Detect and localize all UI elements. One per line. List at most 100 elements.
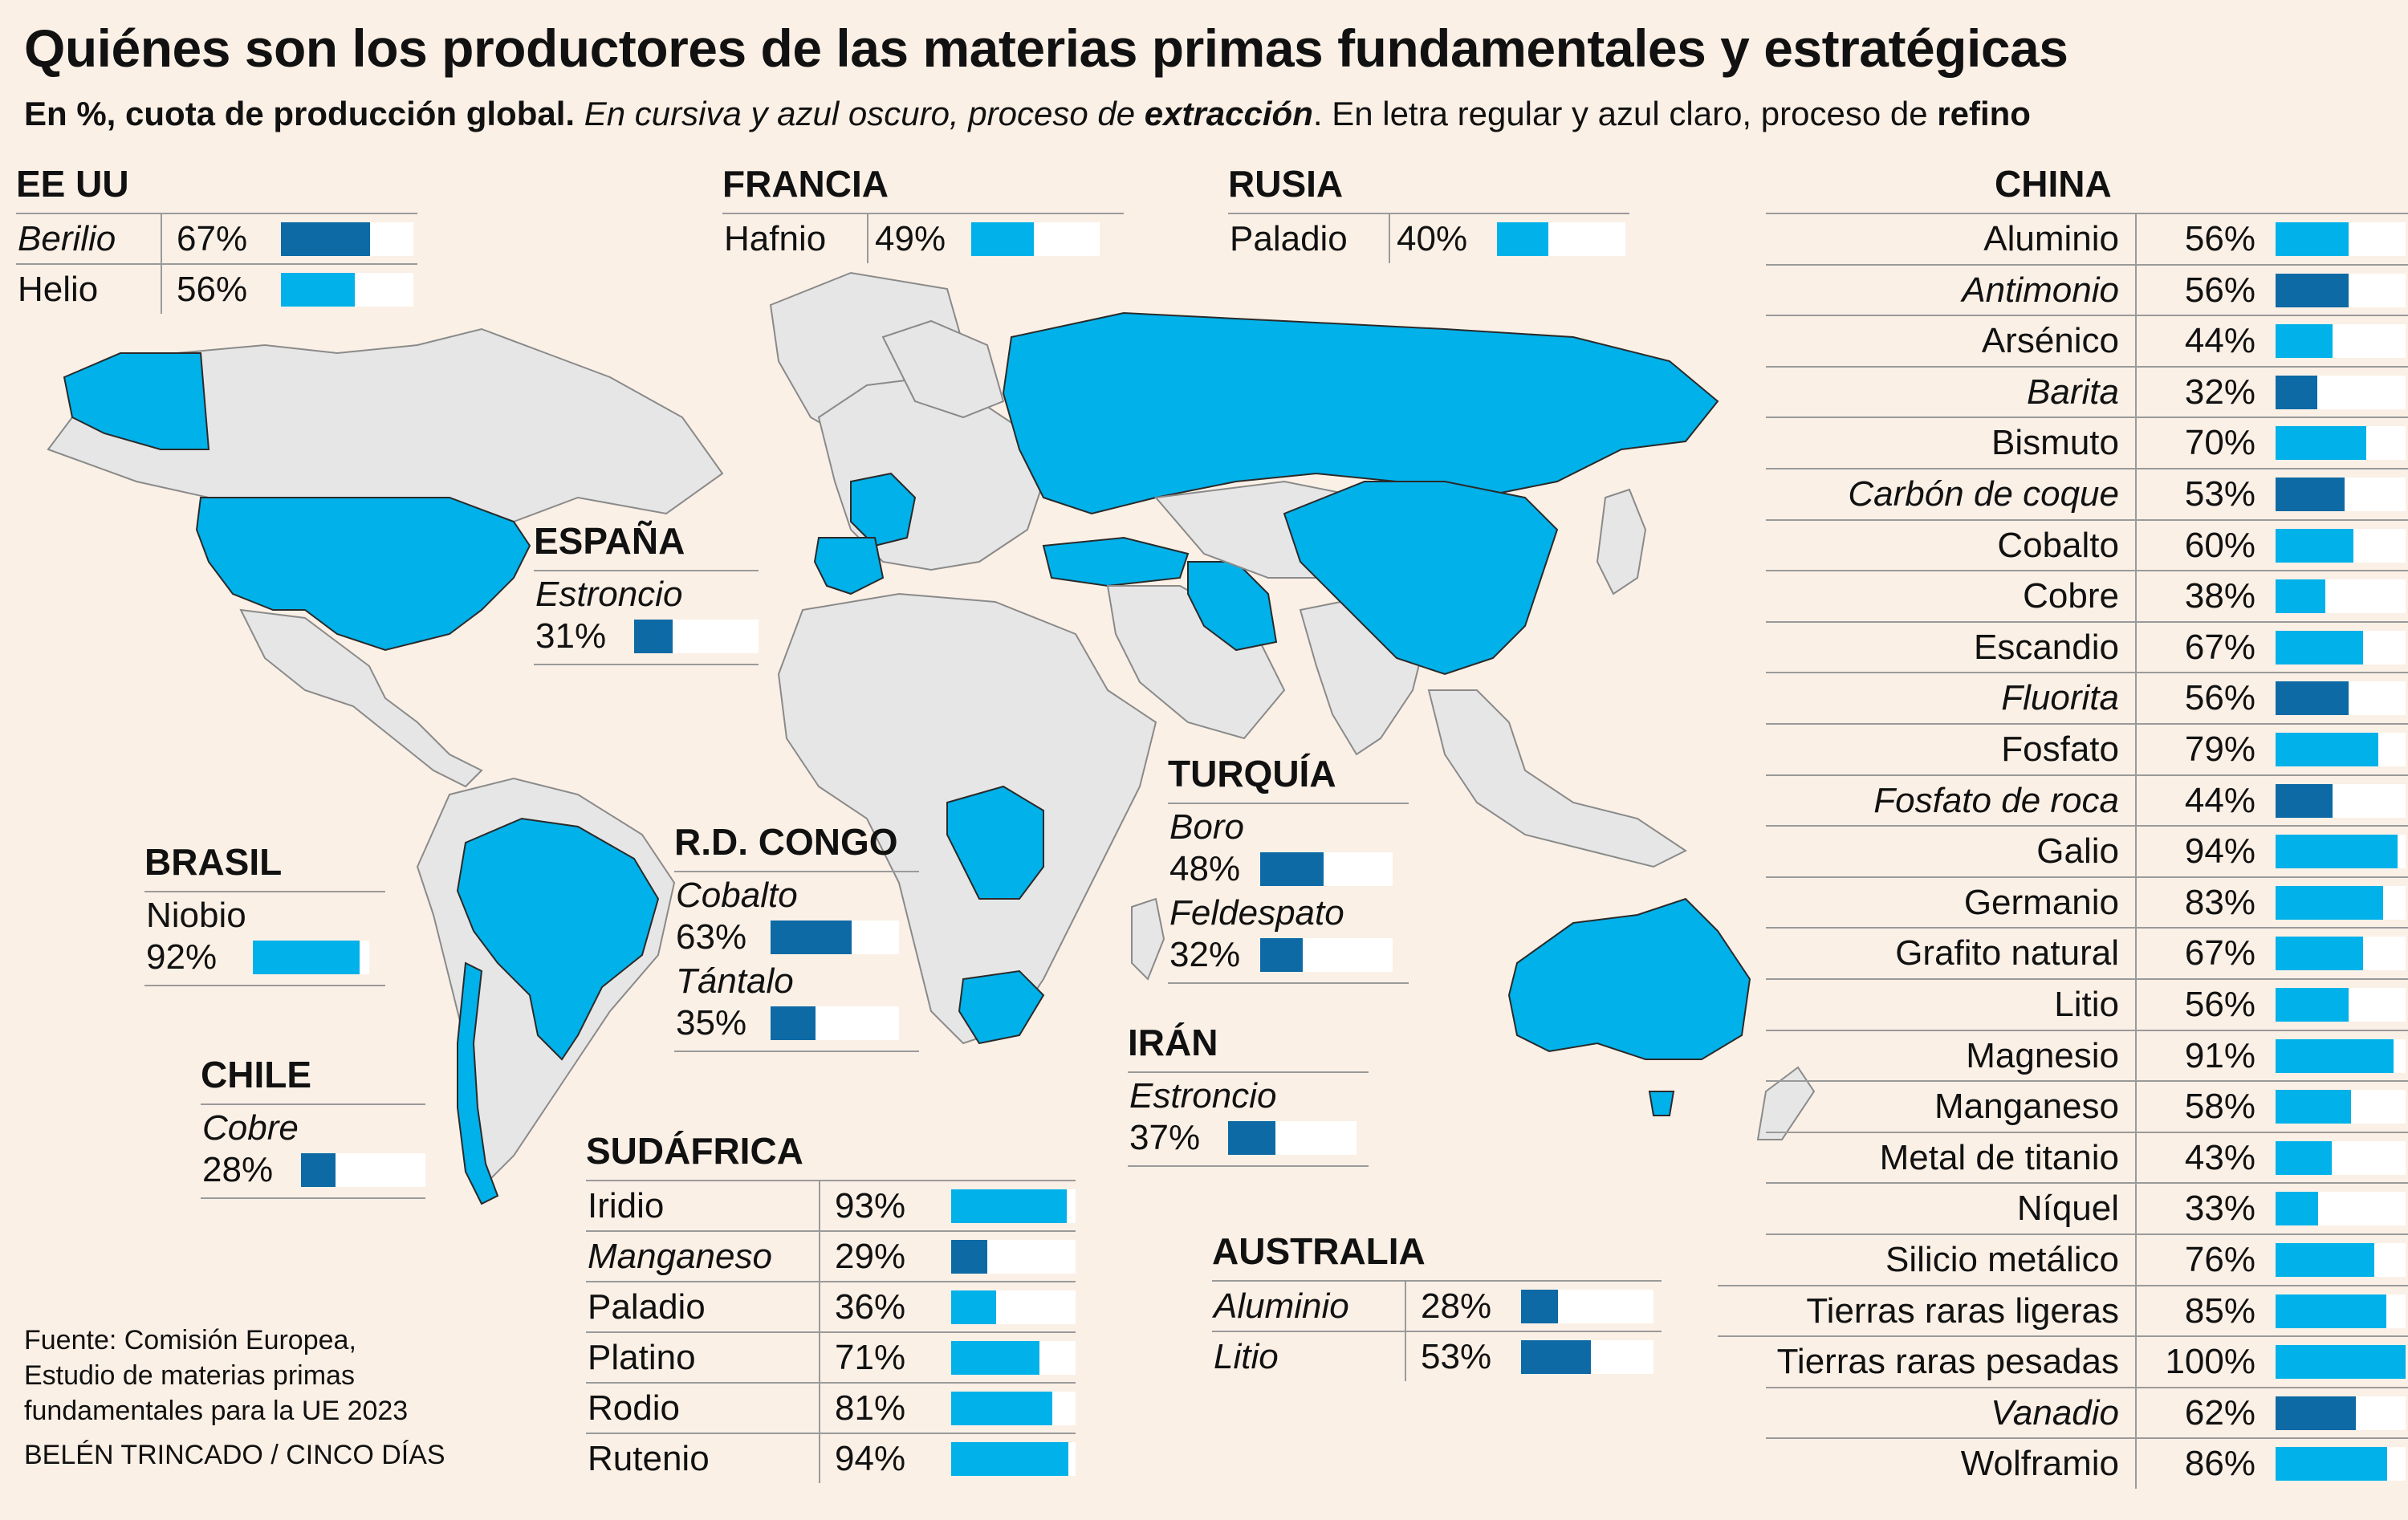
material-label: Boro: [1169, 807, 1244, 847]
value-label: 44%: [2184, 780, 2255, 820]
bar-fill: [951, 1341, 1040, 1375]
data-row: [1766, 1131, 2408, 1183]
value-label: 93%: [835, 1186, 906, 1225]
value-label: 36%: [835, 1287, 906, 1327]
value-label: 28%: [202, 1150, 274, 1189]
column-divider: [2135, 877, 2137, 928]
bar-fill: [281, 273, 356, 307]
value-label: 100%: [2165, 1342, 2255, 1382]
value-label: 76%: [2184, 1240, 2255, 1279]
material-label: Metal de titanio: [1879, 1137, 2119, 1177]
source-note: Fuente: Comisión Europea, Estudio de mat…: [24, 1323, 408, 1429]
value-label: 53%: [1421, 1337, 1492, 1376]
value-label: 48%: [1169, 849, 1241, 888]
bar-track: [1260, 938, 1393, 972]
material-label: Escandio: [1973, 627, 2119, 667]
bar-track: [2276, 1243, 2406, 1277]
panel-rule: [144, 891, 385, 892]
data-row: [586, 1281, 1076, 1332]
panel-rule: [674, 871, 919, 872]
column-divider: [819, 1333, 820, 1382]
country-name: AUSTRALIA: [1212, 1230, 1426, 1272]
material-label: Platino: [588, 1338, 696, 1377]
value-label: 38%: [2184, 576, 2255, 616]
column-divider: [2135, 1388, 2137, 1438]
column-divider: [2135, 827, 2137, 876]
bar-fill: [951, 1392, 1052, 1425]
material-label: Paladio: [588, 1287, 706, 1327]
bar-fill: [2276, 1345, 2406, 1380]
data-row: [1718, 1335, 2408, 1387]
value-label: 56%: [2184, 219, 2255, 258]
value-label: 43%: [2184, 1137, 2255, 1177]
material-label: Fosfato de roca: [1873, 780, 2119, 820]
country-name: CHINA: [1995, 163, 2112, 205]
column-divider: [2135, 367, 2137, 417]
bar-fill: [1228, 1121, 1276, 1155]
value-label: 37%: [1129, 1118, 1201, 1157]
value-label: 56%: [2184, 270, 2255, 310]
country-name: RUSIA: [1228, 163, 1344, 205]
data-row: [1766, 978, 2408, 1030]
bar-track: [2276, 733, 2406, 766]
panel-rule: [534, 570, 759, 571]
value-label: 70%: [2184, 423, 2255, 463]
bar-track: [2276, 375, 2406, 409]
map-turkey: [1042, 536, 1190, 587]
column-divider: [2135, 929, 2137, 978]
value-label: 44%: [2184, 321, 2255, 361]
data-row: [1766, 365, 2408, 417]
bar-fill: [2276, 1090, 2351, 1124]
material-label: Grafito natural: [1895, 933, 2119, 973]
material-label: Fluorita: [2001, 678, 2119, 718]
column-divider: [1405, 1282, 1406, 1331]
column-divider: [2135, 1286, 2137, 1336]
bar-track: [2276, 937, 2406, 971]
bar-fill: [951, 1290, 996, 1324]
material-label: Estroncio: [535, 575, 683, 614]
material-label: Cobalto: [1997, 525, 2119, 565]
column-divider: [2135, 725, 2137, 774]
bar-track: [253, 941, 369, 974]
bar-fill: [951, 1442, 1068, 1476]
column-divider: [2135, 775, 2137, 826]
credit: BELÉN TRINCADO / CINCO DÍAS: [24, 1440, 445, 1470]
material-label: Vanadio: [1991, 1392, 2119, 1433]
bar-track: [2276, 528, 2406, 563]
data-row: [586, 1382, 1076, 1433]
column-divider: [2135, 214, 2137, 264]
source-line: Fuente: Comisión Europea,: [24, 1325, 356, 1355]
value-label: 85%: [2184, 1290, 2255, 1331]
bar-fill: [2276, 1192, 2319, 1226]
bar-track: [2276, 426, 2406, 461]
map-chile: [457, 961, 499, 1205]
column-divider: [819, 1434, 820, 1483]
country-name: BRASIL: [144, 841, 283, 883]
bar-fill: [2276, 885, 2384, 920]
bar-fill: [2276, 681, 2349, 716]
panel-bottom-rule: [144, 985, 385, 986]
data-row: [1766, 1437, 2408, 1489]
bar-fill: [1497, 222, 1548, 256]
data-row: [1766, 468, 2408, 519]
bar-fill: [1521, 1340, 1592, 1374]
bar-track: [2276, 1140, 2406, 1175]
data-row: [1766, 876, 2408, 928]
bar-fill: [971, 222, 1035, 256]
panel-bottom-rule: [1168, 982, 1409, 984]
column-divider: [2135, 316, 2137, 366]
panel-bottom-rule: [674, 1051, 919, 1052]
bar-fill: [2276, 273, 2349, 307]
data-row: [1766, 672, 2408, 723]
bar-fill: [634, 620, 673, 653]
column-divider: [2135, 1235, 2137, 1285]
subtitle-regular: . En letra regular y azul claro, proceso…: [1312, 95, 1938, 132]
value-label: 67%: [177, 219, 248, 258]
value-label: 62%: [2184, 1392, 2255, 1433]
bar-fill: [2276, 426, 2367, 461]
bar-fill: [2276, 783, 2333, 818]
bar-track: [2276, 273, 2406, 307]
column-divider: [2135, 469, 2137, 519]
bar-track: [2276, 988, 2406, 1022]
